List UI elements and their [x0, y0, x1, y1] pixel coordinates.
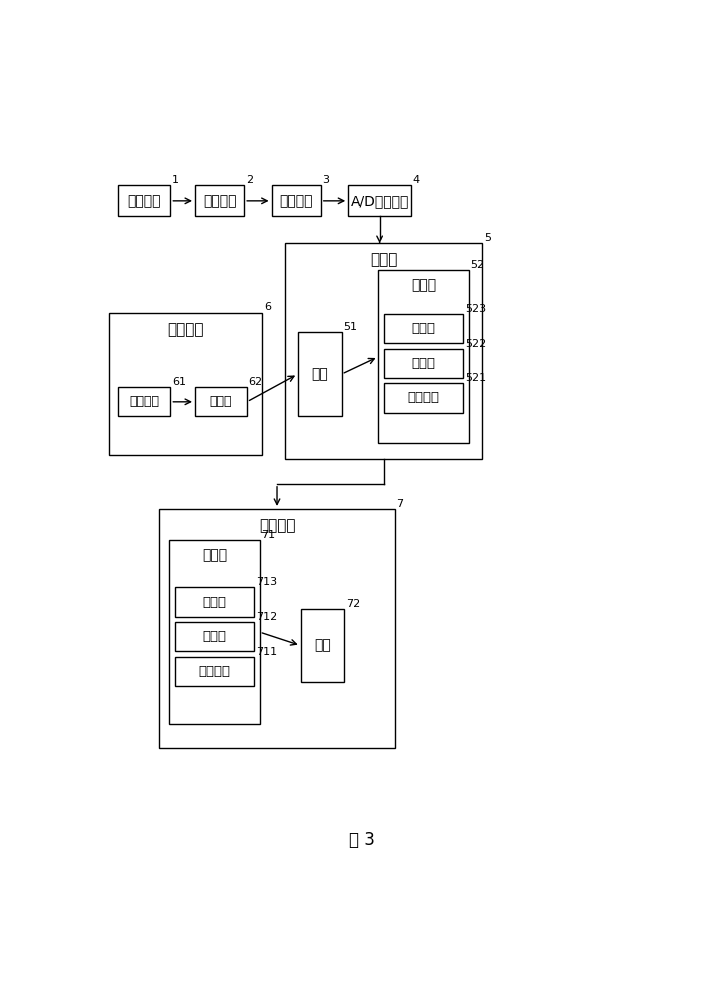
Bar [384, 383, 463, 413]
Text: 712: 712 [256, 612, 277, 622]
Text: 磁特征: 磁特征 [203, 630, 227, 643]
Text: 磁特征: 磁特征 [412, 357, 436, 370]
Text: 522: 522 [465, 339, 486, 349]
Text: 1: 1 [172, 175, 179, 185]
Text: 72: 72 [346, 599, 360, 609]
Text: 4: 4 [413, 175, 420, 185]
Bar [169, 540, 260, 724]
Text: 整形电路: 整形电路 [280, 194, 313, 208]
Text: 智能设备: 智能设备 [167, 322, 204, 337]
Text: 机械特征: 机械特征 [407, 391, 439, 404]
Bar [160, 509, 395, 748]
Text: 客户端: 客户端 [210, 395, 232, 408]
Bar [384, 314, 463, 343]
Bar [298, 332, 342, 416]
Text: 磁码库: 磁码库 [202, 548, 227, 562]
Text: 磁码库: 磁码库 [411, 279, 436, 293]
Text: 图 3: 图 3 [349, 831, 375, 849]
Text: 数据中心: 数据中心 [259, 518, 295, 533]
Bar [272, 185, 321, 216]
Bar [378, 270, 469, 443]
Bar [174, 657, 254, 686]
Text: 523: 523 [465, 304, 486, 314]
Text: 软件: 软件 [314, 639, 331, 653]
Bar [195, 185, 244, 216]
Text: 3: 3 [323, 175, 330, 185]
Text: 6: 6 [264, 302, 271, 312]
Text: 51: 51 [343, 322, 357, 332]
Text: 放大电路: 放大电路 [203, 194, 237, 208]
Text: 61: 61 [172, 377, 186, 387]
Text: 机械特征: 机械特征 [198, 665, 230, 678]
Text: 62: 62 [249, 377, 263, 387]
Text: 521: 521 [465, 373, 486, 383]
Text: 52: 52 [470, 260, 484, 270]
Bar [119, 387, 170, 416]
Bar [384, 349, 463, 378]
Bar [301, 609, 345, 682]
Text: 71: 71 [261, 530, 275, 540]
Text: 5: 5 [484, 233, 491, 243]
Bar [195, 387, 247, 416]
Text: 虚假码: 虚假码 [412, 322, 436, 335]
Bar [348, 185, 411, 216]
Bar [109, 312, 262, 455]
Text: 控制单元: 控制单元 [129, 395, 160, 408]
Bar [174, 622, 254, 651]
Text: 7: 7 [396, 499, 403, 509]
Bar [174, 587, 254, 617]
Text: 虚假码: 虚假码 [203, 596, 227, 609]
Text: 711: 711 [256, 647, 277, 657]
Text: 2: 2 [246, 175, 253, 185]
Text: A/D转换电路: A/D转换电路 [350, 194, 409, 208]
Text: 单片机: 单片机 [370, 253, 397, 268]
Bar [119, 185, 170, 216]
Text: 软件: 软件 [311, 367, 328, 381]
Text: 713: 713 [256, 577, 277, 587]
Text: 磁传感器: 磁传感器 [128, 194, 161, 208]
Bar [285, 243, 482, 459]
